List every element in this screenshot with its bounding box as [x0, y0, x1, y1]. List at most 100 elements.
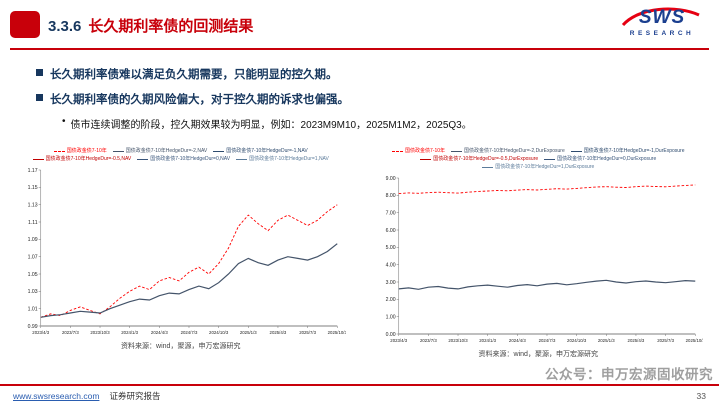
svg-text:4.00: 4.00 [385, 263, 395, 269]
sws-logo-top: SWS [621, 7, 703, 29]
legend-label: 国债政金债7-10年HedgeDur=-2,NAV [125, 148, 208, 154]
svg-text:1.03: 1.03 [28, 289, 38, 295]
svg-text:1.00: 1.00 [385, 315, 395, 321]
legend-label: 国债政金债7-10年HedgeDur=0,DurExposure [557, 156, 657, 162]
sws-swoosh-icon [621, 7, 700, 27]
legend-line-swatch [570, 151, 582, 152]
duration-exposure-figure: 国债政金债7-10年 国债政金债7-10年HedgeDur=-2,DurExpos… [374, 148, 704, 359]
legend-line-swatch [53, 151, 65, 152]
svg-text:3.00: 3.00 [385, 280, 395, 286]
nav-backtest-figure: 国债政金债7-10年 国债政金债7-10年HedgeDur=-2,NAV 国债政金债… [16, 148, 346, 359]
bullet-dot-icon [62, 116, 66, 131]
legend-label: 国债政金债7-10年HedgeDur=-0.5,NAV [45, 156, 132, 162]
legend-line-swatch [112, 151, 124, 152]
legend-label: 国债政金债7-10年 [405, 148, 446, 154]
svg-text:2023/7/3: 2023/7/3 [62, 330, 79, 335]
legend-label: 国债政金债7-10年HedgeDur=-1,DurExposure [583, 148, 685, 154]
svg-text:2024/4/3: 2024/4/3 [151, 330, 168, 335]
svg-text:2024/4/3: 2024/4/3 [508, 338, 525, 343]
section-number: 3.3.6 [48, 18, 82, 35]
legend-label: 国债政金债7-10年HedgeDur=0,NAV [150, 156, 231, 162]
svg-text:2025/7/3: 2025/7/3 [299, 330, 316, 335]
svg-text:1.17: 1.17 [28, 168, 38, 174]
legend-line-swatch [213, 151, 225, 152]
svg-text:5.00: 5.00 [385, 245, 395, 251]
sub-bullet-item: 债市连续调整的阶段，控久期效果较为明显，例如：2023M9M10，2025M1M… [62, 116, 695, 131]
bullet-item: 长久期利率债难以满足负久期需要，只能明显的控久期。 [36, 66, 695, 82]
duration-chart-legend: 国债政金债7-10年 国债政金债7-10年HedgeDur=-2,DurExpos… [374, 148, 704, 171]
svg-text:2023/4/3: 2023/4/3 [32, 330, 49, 335]
footer-report-label: 证券研究报告 [109, 390, 161, 401]
header-accent-bar [10, 11, 40, 38]
footer-website-link[interactable]: www.swsresearch.com [13, 390, 100, 401]
sws-wordmark: SWS [638, 7, 686, 28]
legend-label: 国债政金债7-10年HedgeDur=-0.5,DurExposure [433, 156, 539, 162]
svg-text:1.15: 1.15 [28, 185, 38, 191]
svg-text:6.00: 6.00 [385, 228, 395, 234]
duration-line-chart: 0.00 1.00 2.00 3.00 4.00 5.00 6.00 7.00 8.00 9.00… [385, 176, 703, 343]
svg-text:9.00: 9.00 [385, 176, 395, 182]
svg-text:2025/1/3: 2025/1/3 [597, 338, 614, 343]
svg-text:2023/10/3: 2023/10/3 [90, 330, 110, 335]
legend-line-swatch [392, 151, 403, 152]
svg-text:2.00: 2.00 [385, 297, 395, 303]
page-title: 3.3.6 长久期利率债的回测结果 [48, 15, 253, 36]
legend-line-swatch [451, 151, 463, 152]
legend-item: 国债政金债7-10年HedgeDur=1,NAV [236, 156, 329, 163]
legend-label: 国债政金债7-10年HedgeDur=-2,DurExposure [464, 148, 565, 154]
svg-text:1.01: 1.01 [28, 307, 38, 313]
legend-item: 国债政金债7-10年HedgeDur=-0.5,DurExposure [420, 156, 538, 163]
legend-item: 国债政金债7-10年HedgeDur=-1,NAV [213, 148, 308, 155]
legend-item: 国债政金债7-10年HedgeDur=-2,NAV [112, 148, 208, 155]
right-source-note: 资料来源：wind，聚源，申万宏源研究 [478, 351, 598, 358]
sws-research-label: RESEARCH [629, 30, 695, 37]
svg-text:1.11: 1.11 [28, 220, 38, 226]
svg-text:2025/7/3: 2025/7/3 [657, 338, 674, 343]
legend-line-swatch [482, 167, 494, 168]
bullet-text: 长久期利率债难以满足负久期需要，只能明显的控久期。 [50, 69, 338, 81]
bullet-text: 长久期利率债的久期风险偏大，对于控久期的诉求也偏强。 [50, 94, 349, 106]
legend-item: 国债政金债7-10年HedgeDur=-1,DurExposure [570, 148, 685, 155]
legend-item: 国债政金债7-10年HedgeDur=0,DurExposure [544, 156, 656, 163]
svg-text:2024/10/3: 2024/10/3 [567, 338, 587, 343]
legend-line-swatch [544, 159, 556, 160]
svg-text:2023/7/3: 2023/7/3 [419, 338, 436, 343]
bullet-square-icon [36, 69, 43, 76]
svg-text:1.05: 1.05 [28, 272, 38, 278]
header-divider [10, 48, 709, 50]
bullet-square-icon [36, 94, 43, 101]
svg-text:2025/4/3: 2025/4/3 [627, 338, 644, 343]
legend-line-swatch [236, 159, 248, 160]
nav-chart-legend: 国债政金债7-10年 国债政金债7-10年HedgeDur=-2,NAV 国债政金债… [16, 148, 346, 163]
left-source-note: 资料来源：wind，聚源，申万宏源研究 [121, 343, 241, 350]
svg-text:2024/1/3: 2024/1/3 [479, 338, 496, 343]
svg-text:8.00: 8.00 [385, 193, 395, 199]
legend-item: 国债政金债7-10年HedgeDur=1,DurExposure [482, 164, 594, 171]
svg-text:2023/4/3: 2023/4/3 [390, 338, 407, 343]
svg-text:7.00: 7.00 [385, 211, 395, 217]
legend-item: 国债政金债7-10年 [392, 148, 445, 155]
bullet-item: 长久期利率债的久期风险偏大，对于控久期的诉求也偏强。 [36, 91, 695, 107]
svg-text:2023/10/3: 2023/10/3 [448, 338, 468, 343]
svg-text:0.00: 0.00 [385, 332, 395, 338]
footer-page-number: 33 [696, 390, 706, 401]
footer: www.swsresearch.com 证券研究报告 33 [0, 384, 719, 405]
legend-label: 国债政金债7-10年HedgeDur=1,DurExposure [495, 164, 595, 170]
legend-item: 国债政金债7-10年HedgeDur=-0.5,NAV [32, 156, 132, 163]
charts-area: 国债政金债7-10年 国债政金债7-10年HedgeDur=-2,NAV 国债政金债… [16, 148, 703, 359]
legend-item: 国债政金债7-10年HedgeDur=-2,DurExposure [451, 148, 565, 155]
svg-text:0.99: 0.99 [28, 324, 38, 330]
legend-label: 国债政金债7-10年 [66, 148, 107, 154]
svg-text:2025/1/3: 2025/1/3 [240, 330, 257, 335]
sub-bullet-text: 债市连续调整的阶段，控久期效果较为明显，例如：2023M9M10，2025M1M… [70, 120, 472, 131]
svg-text:2024/1/3: 2024/1/3 [121, 330, 138, 335]
nav-line-chart: 0.99 1.01 1.03 1.05 1.07 1.09 1.11 1.13 1.15 1.17… [28, 168, 346, 335]
svg-text:2025/4/3: 2025/4/3 [270, 330, 287, 335]
svg-text:2024/7/3: 2024/7/3 [181, 330, 198, 335]
svg-text:2024/10/3: 2024/10/3 [209, 330, 229, 335]
bullet-list: 长久期利率债难以满足负久期需要，只能明显的控久期。 长久期利率债的久期风险偏大，… [36, 66, 695, 131]
page-title-text: 长久期利率债的回测结果 [88, 18, 254, 35]
legend-item: 国债政金债7-10年 [53, 148, 107, 155]
svg-text:2025/10/3: 2025/10/3 [685, 338, 703, 343]
